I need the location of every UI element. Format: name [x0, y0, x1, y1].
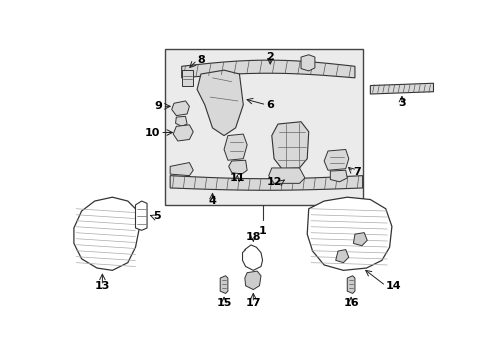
Polygon shape [242, 245, 262, 270]
Polygon shape [197, 70, 243, 136]
Polygon shape [301, 55, 314, 71]
Polygon shape [74, 197, 139, 270]
Text: 9: 9 [154, 101, 162, 111]
Text: 14: 14 [385, 281, 401, 291]
Polygon shape [171, 101, 189, 116]
Polygon shape [335, 249, 348, 263]
Polygon shape [220, 276, 227, 293]
Text: 15: 15 [216, 298, 231, 308]
Text: 4: 4 [208, 196, 216, 206]
Text: 12: 12 [266, 177, 281, 187]
Polygon shape [271, 122, 308, 169]
Polygon shape [329, 170, 346, 182]
Text: 8: 8 [197, 55, 204, 65]
Polygon shape [268, 168, 305, 183]
Polygon shape [353, 233, 366, 246]
Text: 16: 16 [343, 298, 358, 308]
Text: 10: 10 [144, 127, 160, 138]
Polygon shape [244, 271, 261, 289]
Polygon shape [324, 149, 348, 170]
Text: 1: 1 [258, 226, 266, 236]
Text: 18: 18 [245, 232, 261, 242]
Polygon shape [224, 134, 246, 160]
Text: 2: 2 [266, 52, 274, 62]
Text: 5: 5 [153, 211, 161, 221]
Text: 13: 13 [95, 281, 110, 291]
Text: 7: 7 [353, 167, 361, 177]
Polygon shape [306, 197, 391, 270]
Polygon shape [346, 276, 354, 293]
Polygon shape [182, 70, 193, 86]
Text: 17: 17 [245, 298, 261, 308]
Polygon shape [135, 201, 147, 230]
Text: 6: 6 [266, 100, 274, 110]
Polygon shape [175, 116, 187, 126]
Text: 11: 11 [229, 173, 244, 183]
Bar [164, 49, 362, 205]
Polygon shape [170, 176, 362, 190]
Polygon shape [173, 125, 193, 141]
Polygon shape [170, 163, 193, 176]
Text: 3: 3 [397, 98, 405, 108]
Polygon shape [182, 60, 354, 78]
Polygon shape [228, 160, 246, 174]
Polygon shape [369, 83, 432, 94]
